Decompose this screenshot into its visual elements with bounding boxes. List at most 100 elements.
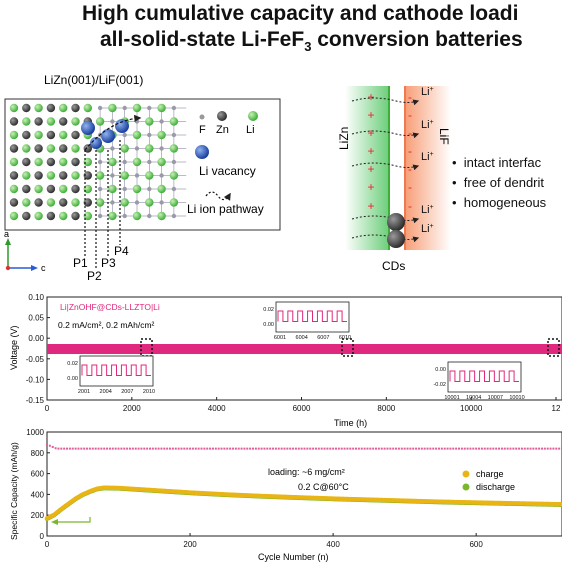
ce-point [63, 447, 66, 450]
lattice-atom [34, 211, 43, 221]
lattice-atom [46, 198, 56, 207]
voltage-ytick-label: 0.00 [28, 334, 44, 343]
capacity-rate: 0.2 C@60°C [298, 482, 349, 492]
lattice-atom [169, 144, 179, 153]
discharge-legend-icon [462, 483, 470, 491]
charge-signs: + - + - + - + - + - + - + - [367, 90, 412, 213]
capacity-xtick-label: 600 [469, 540, 483, 549]
ce-point [443, 447, 446, 450]
ce-point [469, 447, 472, 450]
ce-point [114, 447, 117, 450]
lattice-atom [122, 186, 127, 192]
ce-point [492, 447, 495, 450]
lattice-atom [46, 157, 56, 167]
capacity-loading: loading: ~6 mg/cm² [268, 467, 345, 477]
ce-point [540, 447, 543, 450]
ce-point [183, 447, 186, 450]
ce-point [535, 447, 538, 450]
ce-point [220, 447, 223, 450]
ce-point [409, 447, 412, 450]
charge-point [559, 502, 562, 507]
lattice-atom [110, 146, 115, 151]
vacancy-atom [81, 121, 95, 135]
lattice-atom [34, 198, 43, 207]
ce-point [226, 447, 229, 450]
lif-label: LiF [437, 128, 451, 145]
voltage-condition: 0.2 mA/cm², 0.2 mAh/cm² [58, 320, 155, 330]
ce-point [269, 447, 272, 450]
ce-point [83, 447, 86, 450]
lattice-atom [59, 144, 68, 153]
ce-point [289, 447, 292, 450]
ce-point [292, 447, 295, 450]
capacity-ytick-label: 200 [31, 511, 45, 520]
cd-particle [387, 213, 405, 231]
lattice-atom [169, 117, 179, 126]
ce-point [157, 447, 160, 450]
ce-point [486, 447, 489, 450]
ce-point [71, 447, 74, 450]
ce-point [91, 447, 94, 450]
ce-point [137, 447, 140, 450]
inset-ytick-label: 0.00 [263, 322, 274, 328]
lattice-atom [34, 184, 43, 194]
lattice-atom [9, 103, 19, 113]
voltage-xtick-label: 2000 [123, 404, 141, 413]
lattice-atom [46, 117, 56, 126]
lattice-atom [122, 213, 127, 219]
lattice-atom [147, 132, 152, 138]
lattice-atom [46, 184, 56, 194]
ce-point [346, 447, 349, 450]
ce-point [80, 447, 83, 450]
probe-lines [84, 140, 121, 270]
ce-point [229, 447, 232, 450]
ce-point [520, 447, 523, 450]
lattice-atom [159, 146, 164, 151]
ce-point [217, 447, 220, 450]
ce-point [294, 447, 297, 450]
lattice-atom [34, 130, 43, 140]
voltage-xtick-label: 4000 [208, 404, 226, 413]
lizn-edge [388, 86, 390, 250]
ce-point [483, 447, 486, 450]
ce-point [546, 447, 549, 450]
legend-f-label: F [199, 124, 206, 136]
ce-point [463, 447, 466, 450]
lattice-atom [22, 103, 31, 113]
lattice-atom [171, 132, 177, 138]
ce-point [297, 447, 300, 450]
lattice-atom [110, 200, 115, 205]
ce-point [366, 447, 369, 450]
ce-point [343, 447, 346, 450]
ce-point [203, 447, 206, 450]
lattice-atom [9, 198, 19, 207]
ce-point [94, 447, 97, 450]
ce-point [108, 447, 111, 450]
ce-point [206, 447, 209, 450]
ce-point [392, 447, 395, 450]
inset-ytick-label: 0.02 [263, 307, 274, 313]
lattice-atom [122, 159, 127, 165]
ce-point [249, 447, 252, 450]
ce-point [500, 447, 503, 450]
lattice-atom [83, 103, 93, 113]
lattice-atom [132, 211, 142, 221]
ce-point [163, 447, 166, 450]
lattice-atom [22, 171, 31, 180]
li-ion-path [351, 130, 420, 139]
lattice-atom [120, 198, 129, 207]
li-ion-path [351, 97, 420, 106]
lattice-atom [59, 171, 68, 180]
plus-sign: + [367, 90, 374, 104]
figure-title-line1: High cumulative capacity and cathode loa… [82, 2, 519, 25]
plus-sign: + [367, 162, 374, 176]
ce-point [86, 447, 89, 450]
plus-sign: + [367, 144, 374, 158]
capacity-xlabel: Cycle Number (n) [258, 552, 329, 562]
lattice-atom [134, 200, 140, 205]
lattice-atom [59, 117, 68, 126]
lattice-atom [46, 144, 56, 153]
lattice-atom [9, 117, 19, 126]
ce-point [48, 444, 51, 447]
capacity-xtick-label: 400 [326, 540, 340, 549]
